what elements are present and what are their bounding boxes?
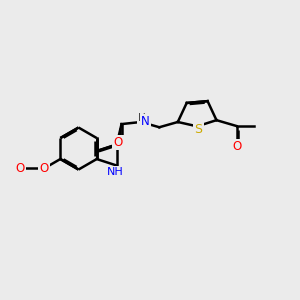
- Text: O: O: [113, 136, 123, 149]
- Text: O: O: [232, 140, 241, 153]
- Text: O: O: [15, 162, 25, 175]
- Text: O: O: [39, 162, 49, 175]
- Text: NH: NH: [107, 167, 124, 177]
- Text: N: N: [141, 116, 150, 128]
- Text: S: S: [195, 123, 203, 136]
- Text: H: H: [138, 112, 146, 123]
